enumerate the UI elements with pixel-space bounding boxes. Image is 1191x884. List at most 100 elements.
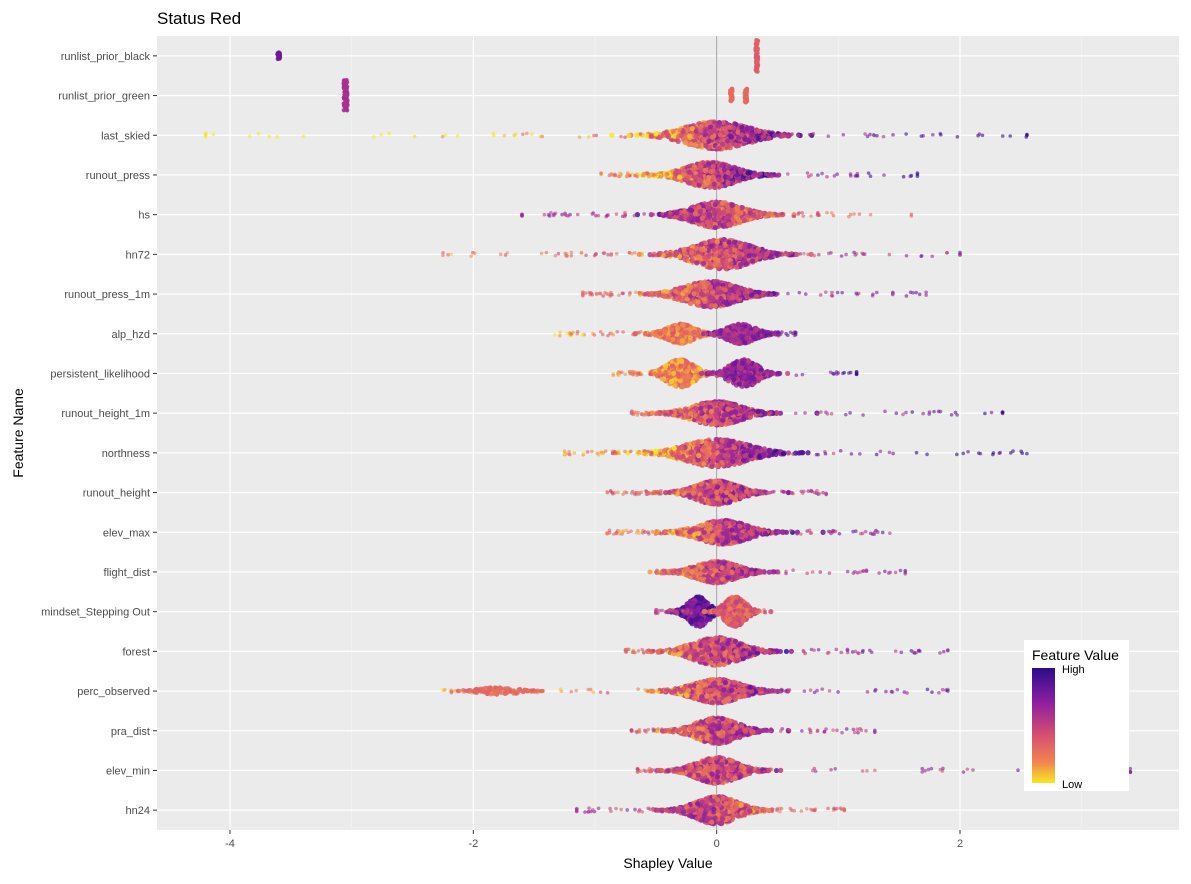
- outlier-point: [592, 333, 597, 337]
- outlier-point: [790, 132, 794, 136]
- data-point: [723, 260, 729, 266]
- outlier-point: [914, 290, 918, 295]
- data-point: [729, 89, 734, 94]
- outlier-point: [472, 251, 477, 256]
- outlier-point: [852, 212, 856, 216]
- data-point: [665, 133, 672, 140]
- outlier-point: [580, 333, 585, 337]
- outlier-point: [780, 211, 784, 216]
- data-point: [742, 241, 748, 247]
- data-point: [750, 258, 756, 264]
- data-point: [674, 210, 680, 216]
- outlier-point: [211, 132, 216, 137]
- data-point: [738, 169, 744, 175]
- outlier-point: [651, 212, 656, 217]
- outlier-point: [654, 172, 658, 177]
- outlier-point: [637, 331, 641, 335]
- data-point: [755, 60, 760, 65]
- data-point: [761, 133, 767, 139]
- outlier-point: [727, 332, 731, 336]
- data-point: [700, 292, 706, 298]
- data-point: [343, 85, 349, 91]
- outlier-point: [665, 213, 670, 218]
- data-point: [708, 168, 714, 174]
- outlier-point: [825, 210, 829, 215]
- outlier-point: [807, 132, 812, 137]
- data-point: [726, 164, 732, 170]
- data-points: [203, 38, 1133, 827]
- outlier-point: [540, 134, 545, 139]
- outlier-point: [643, 332, 648, 337]
- outlier-point: [449, 252, 454, 257]
- outlier-point: [620, 291, 625, 296]
- data-point: [721, 236, 727, 243]
- outlier-point: [768, 332, 772, 336]
- data-point: [732, 283, 738, 289]
- feature-row-points: [203, 119, 1029, 152]
- outlier-point: [785, 172, 790, 176]
- outlier-point: [930, 132, 935, 137]
- outlier-point: [835, 172, 839, 176]
- outlier-point: [853, 174, 858, 178]
- data-point: [674, 250, 680, 256]
- outlier-point: [789, 250, 794, 255]
- outlier-point: [601, 294, 605, 298]
- data-point: [729, 338, 736, 344]
- data-point: [686, 169, 693, 175]
- outlier-point: [757, 330, 762, 334]
- outlier-point: [924, 290, 928, 295]
- data-point: [731, 239, 738, 245]
- outlier-point: [564, 331, 569, 336]
- outlier-point: [512, 133, 516, 138]
- data-point: [684, 175, 690, 181]
- data-point: [711, 211, 718, 217]
- plot-panel: [157, 36, 1179, 830]
- data-point: [715, 286, 721, 292]
- feature-row-points: [341, 78, 750, 113]
- outlier-point: [806, 252, 810, 257]
- outlier-point: [775, 332, 780, 337]
- outlier-point: [643, 292, 648, 296]
- data-point: [677, 174, 683, 180]
- outlier-point: [825, 174, 829, 179]
- outlier-point: [520, 213, 524, 218]
- outlier-point: [930, 254, 935, 259]
- data-point: [669, 326, 675, 332]
- outlier-point: [1008, 134, 1013, 138]
- data-point: [715, 215, 721, 221]
- outlier-point: [805, 171, 810, 175]
- data-point: [735, 321, 741, 327]
- data-point: [706, 161, 712, 167]
- data-point: [681, 246, 687, 253]
- data-point: [653, 131, 659, 137]
- outlier-point: [549, 211, 553, 215]
- outlier-point: [715, 331, 719, 335]
- outlier-point: [830, 290, 834, 295]
- outlier-point: [811, 131, 816, 136]
- outlier-point: [945, 250, 949, 255]
- data-point: [739, 124, 745, 130]
- outlier-point: [469, 254, 473, 258]
- outlier-point: [455, 134, 460, 138]
- data-point: [734, 143, 740, 149]
- data-point: [702, 167, 708, 174]
- data-point: [706, 138, 712, 144]
- data-point: [728, 261, 734, 267]
- outlier-point: [267, 134, 271, 139]
- outlier-point: [955, 135, 960, 139]
- outlier-point: [848, 174, 853, 178]
- data-point: [723, 129, 729, 136]
- outlier-point: [797, 211, 801, 215]
- data-point: [700, 160, 706, 166]
- outlier-point: [868, 132, 872, 137]
- outlier-point: [659, 251, 663, 256]
- data-point: [754, 248, 760, 255]
- outlier-point: [868, 174, 873, 179]
- data-point: [721, 330, 727, 337]
- outlier-point: [638, 132, 643, 136]
- outlier-point: [919, 134, 924, 138]
- outlier-point: [823, 290, 828, 294]
- outlier-point: [741, 330, 745, 335]
- outlier-point: [542, 212, 547, 217]
- data-point: [725, 175, 731, 181]
